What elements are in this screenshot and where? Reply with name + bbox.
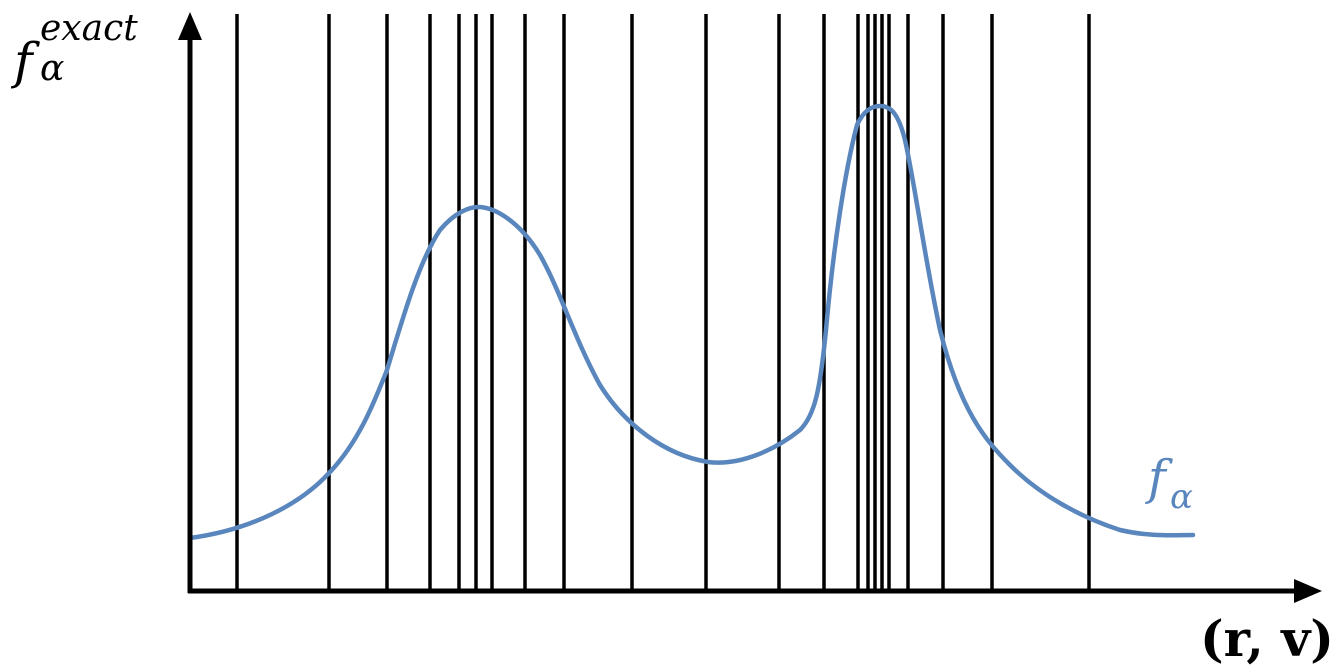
y-label-main: f (10, 32, 40, 90)
x-label-r: r (1224, 609, 1251, 666)
y-label-subscript: α (40, 48, 64, 89)
curve-label: f α (1145, 450, 1193, 517)
sampling-lines (235, 14, 1091, 591)
y-label-superscript: exact (40, 8, 138, 49)
curve-label-main: f (1145, 450, 1173, 506)
x-axis-label: (r, v) (1200, 609, 1330, 666)
y-axis-label: f exact α (10, 8, 138, 90)
x-label-open-paren: ( (1200, 609, 1224, 666)
x-label-close-paren: ) (1310, 609, 1330, 666)
x-label-v: v (1280, 609, 1312, 666)
x-label-comma: , (1246, 609, 1281, 666)
distribution-curve (187, 103, 1196, 541)
curve-label-subscript: α (1170, 477, 1193, 517)
x-axis-arrowhead (1294, 579, 1322, 603)
y-axis-arrowhead (178, 12, 202, 40)
